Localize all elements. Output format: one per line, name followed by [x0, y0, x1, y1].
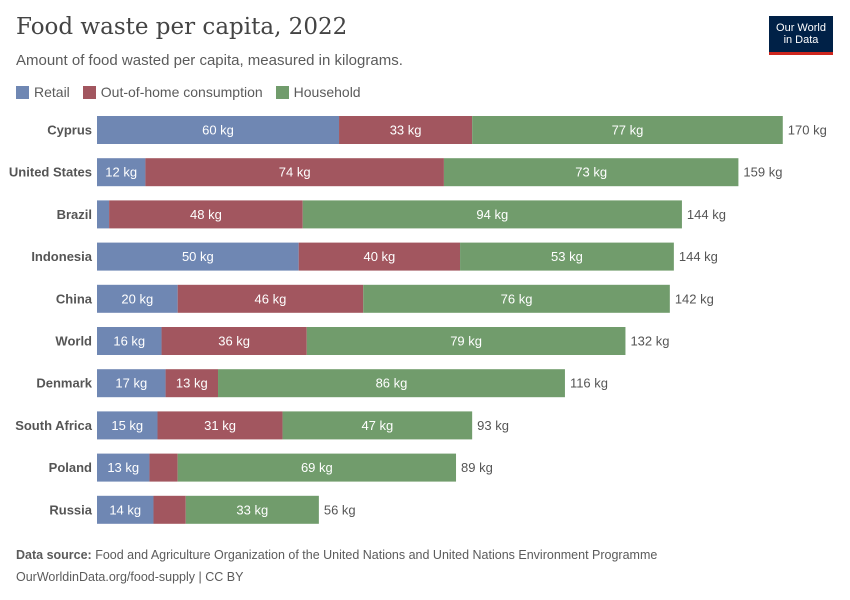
- bar-segment[interactable]: [177, 453, 457, 482]
- total-value-label: 144 kg: [687, 207, 726, 222]
- bar-segment[interactable]: [97, 453, 150, 482]
- segment-value-label: 53 kg: [551, 249, 583, 264]
- legend-label-retail: Retail: [34, 84, 70, 100]
- source-url[interactable]: OurWorldinData.org/food-supply | CC BY: [16, 570, 244, 584]
- total-value-label: 144 kg: [679, 249, 718, 264]
- category-label: Russia: [49, 502, 92, 517]
- owid-logo[interactable]: Our World in Data: [769, 16, 833, 55]
- logo-line-2: in Data: [783, 34, 819, 46]
- legend-item-out-of-home[interactable]: Out-of-home consumption: [82, 84, 263, 100]
- bar-segment[interactable]: [218, 369, 565, 398]
- total-value-label: 132 kg: [630, 334, 669, 349]
- segment-value-label: 13 kg: [176, 376, 208, 391]
- segment-value-label: 79 kg: [450, 334, 482, 349]
- segment-value-label: 47 kg: [361, 418, 393, 433]
- total-value-label: 93 kg: [477, 418, 509, 433]
- bar-segment[interactable]: [97, 284, 178, 313]
- legend-swatch-out-of-home: [82, 85, 96, 99]
- segment-value-label: 76 kg: [501, 291, 533, 306]
- segment-value-label: 77 kg: [612, 123, 644, 138]
- segment-value-label: 40 kg: [363, 249, 395, 264]
- segment-value-label: 15 kg: [111, 418, 143, 433]
- bar-segment[interactable]: [363, 284, 670, 313]
- bar-segment[interactable]: [97, 200, 110, 229]
- segment-value-label: 60 kg: [202, 123, 234, 138]
- category-label: United States: [9, 165, 92, 180]
- total-value-label: 170 kg: [788, 123, 827, 138]
- bar-segment[interactable]: [97, 242, 299, 271]
- segment-value-label: 17 kg: [115, 376, 147, 391]
- bar-segment[interactable]: [339, 116, 473, 144]
- data-source-label: Data source:: [16, 548, 92, 562]
- bar-segment[interactable]: [153, 495, 186, 524]
- legend: Retail Out-of-home consumption Household: [16, 84, 374, 100]
- category-label: Indonesia: [31, 249, 92, 264]
- segment-value-label: 33 kg: [236, 502, 268, 517]
- total-value-label: 89 kg: [461, 460, 493, 475]
- total-value-label: 142 kg: [675, 291, 714, 306]
- data-source: Data source: Food and Agriculture Organi…: [16, 548, 657, 562]
- segment-value-label: 36 kg: [218, 334, 250, 349]
- segment-value-label: 94 kg: [476, 207, 508, 222]
- bar-segment[interactable]: [298, 242, 461, 271]
- segment-value-label: 16 kg: [113, 334, 145, 349]
- bar-segment[interactable]: [177, 284, 364, 313]
- bar-segment[interactable]: [97, 369, 166, 398]
- segment-value-label: 73 kg: [575, 165, 607, 180]
- legend-swatch-retail: [16, 85, 29, 99]
- bar-segment[interactable]: [161, 327, 307, 355]
- segment-value-label: 31 kg: [204, 418, 236, 433]
- legend-swatch-household: [275, 85, 289, 99]
- bar-segment[interactable]: [97, 327, 162, 355]
- logo-line-1: Our World: [776, 22, 826, 34]
- bar-segment[interactable]: [460, 242, 674, 271]
- segment-value-label: 69 kg: [301, 460, 333, 475]
- total-value-label: 159 kg: [743, 165, 782, 180]
- bar-segment[interactable]: [145, 158, 444, 187]
- legend-label-household: Household: [293, 84, 361, 100]
- segment-value-label: 48 kg: [190, 207, 222, 222]
- segment-value-label: 20 kg: [121, 291, 153, 306]
- chart-subtitle: Amount of food wasted per capita, measur…: [16, 52, 403, 69]
- category-label: World: [55, 334, 92, 349]
- chart-title: Food waste per capita, 2022: [16, 14, 348, 40]
- bar-segment[interactable]: [306, 327, 626, 355]
- segment-value-label: 33 kg: [390, 123, 422, 138]
- bar-segment[interactable]: [443, 158, 739, 187]
- bar-segment[interactable]: [165, 369, 219, 398]
- total-value-label: 56 kg: [324, 502, 356, 517]
- segment-value-label: 14 kg: [109, 502, 141, 517]
- segment-value-label: 86 kg: [376, 376, 408, 391]
- bar-segment[interactable]: [97, 411, 158, 440]
- legend-item-retail[interactable]: Retail: [16, 84, 70, 100]
- category-label: Brazil: [57, 207, 92, 222]
- category-label: Poland: [49, 460, 92, 475]
- bar-segment[interactable]: [149, 453, 178, 482]
- total-value-label: 116 kg: [570, 376, 608, 391]
- category-label: Denmark: [36, 376, 92, 391]
- bar-segment[interactable]: [282, 411, 473, 440]
- segment-value-label: 74 kg: [279, 165, 311, 180]
- data-source-text: Food and Agriculture Organization of the…: [95, 548, 658, 562]
- segment-value-label: 50 kg: [182, 249, 214, 264]
- segment-value-label: 13 kg: [107, 460, 139, 475]
- legend-item-household[interactable]: Household: [275, 84, 361, 100]
- bar-segment[interactable]: [472, 116, 783, 144]
- bar-segment[interactable]: [97, 495, 154, 524]
- category-label: South Africa: [15, 418, 93, 433]
- bar-chart: Cyprus 60 kg 33 kg 77 kg 170 kg United States…: [9, 116, 827, 524]
- segment-value-label: 12 kg: [105, 165, 137, 180]
- bar-segment[interactable]: [97, 158, 146, 187]
- segment-value-label: 46 kg: [255, 291, 287, 306]
- category-label: Cyprus: [47, 123, 92, 138]
- category-label: China: [56, 291, 93, 306]
- bar-segment[interactable]: [302, 200, 682, 229]
- bar-segment[interactable]: [97, 116, 340, 144]
- bar-segment[interactable]: [109, 200, 303, 229]
- bar-segment[interactable]: [157, 411, 283, 440]
- bar-segment[interactable]: [185, 495, 319, 524]
- legend-label-out-of-home: Out-of-home consumption: [100, 84, 263, 100]
